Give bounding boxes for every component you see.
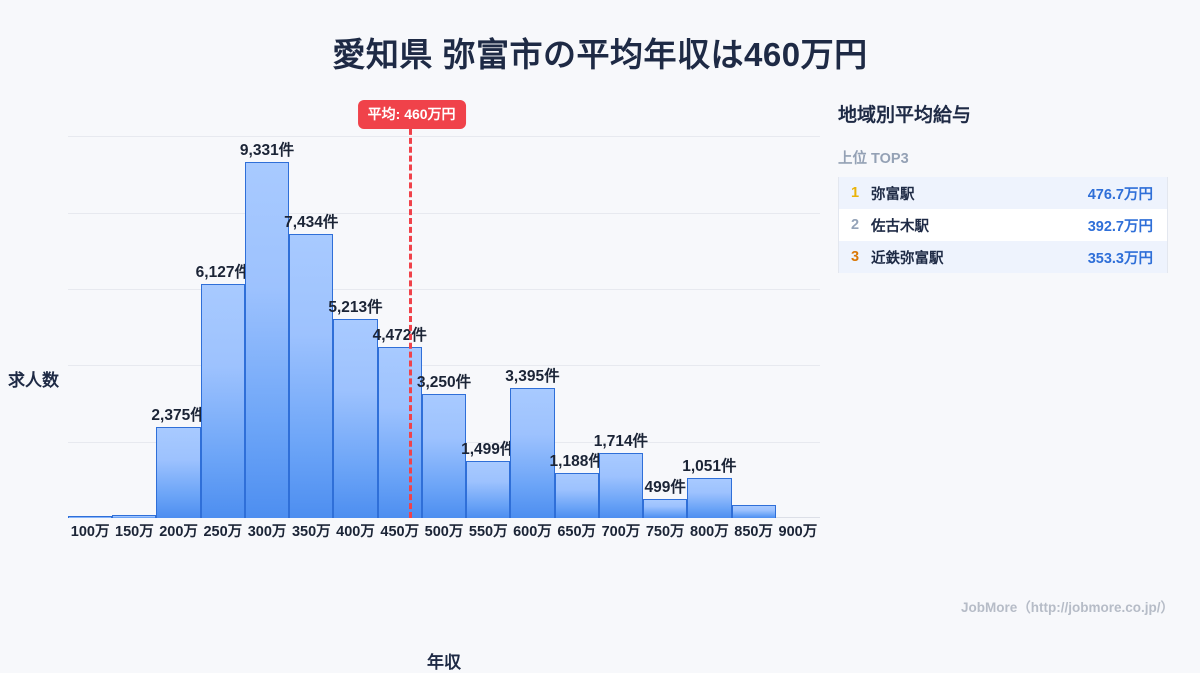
bar-value-label: 3,395件 bbox=[505, 368, 560, 386]
rank-salary-value: 392.7万円 bbox=[1087, 218, 1153, 235]
histogram-bar[interactable]: 1,499件 bbox=[461, 441, 515, 518]
rank-salary-value: 353.3万円 bbox=[1087, 250, 1153, 267]
bar-slot: 1,714件 bbox=[594, 98, 648, 518]
bar-slot: 7,434件 bbox=[284, 98, 338, 518]
region-salary-panel: 地域別平均給与 上位 TOP3 1 弥富駅 476.7万円 2 佐古木駅 392.7万円 3… bbox=[838, 100, 1168, 273]
x-tick-label: 350万 bbox=[291, 524, 331, 540]
bar-value-label: 4,472件 bbox=[372, 327, 427, 345]
x-tick-label: 750万 bbox=[645, 524, 685, 540]
plot-area: 2,375件 6,127件 9,331件 7,434件 5,213件 4,472件 3,25… bbox=[68, 98, 820, 518]
bar-value-label: 1,188件 bbox=[549, 452, 604, 470]
bar-slot: 3,395件 bbox=[505, 98, 560, 518]
bar-value-label: 1,499件 bbox=[461, 440, 516, 458]
ranking-row[interactable]: 2 佐古木駅 392.7万円 bbox=[839, 209, 1167, 241]
bar-value-label: 5,213件 bbox=[328, 298, 383, 316]
x-tick-label: 650万 bbox=[557, 524, 597, 540]
sidebar-subtitle: 上位 TOP3 bbox=[838, 151, 909, 167]
rank-number: 3 bbox=[851, 249, 860, 265]
average-badge: 平均: 460万円 bbox=[357, 100, 466, 129]
bar-slot bbox=[68, 98, 113, 518]
sidebar-title: 地域別平均給与 bbox=[838, 105, 972, 126]
histogram-bar[interactable] bbox=[68, 515, 113, 518]
bar-slot: 4,472件 bbox=[373, 98, 427, 518]
bar-slot: 2,375件 bbox=[151, 98, 206, 518]
x-tick-label: 100万 bbox=[70, 524, 110, 540]
histogram-bar[interactable]: 1,188件 bbox=[550, 453, 604, 518]
x-axis-label: 年収 bbox=[427, 653, 461, 672]
bar-value-label: 2,375件 bbox=[151, 407, 206, 425]
histogram-bar[interactable]: 6,127件 bbox=[196, 264, 250, 518]
histogram-bar[interactable]: 4,472件 bbox=[373, 327, 427, 518]
x-tick-label: 600万 bbox=[513, 524, 552, 540]
x-tick-label: 250万 bbox=[203, 524, 243, 540]
rank-station-name: 佐古木駅 bbox=[871, 218, 929, 235]
bar-series: 2,375件 6,127件 9,331件 7,434件 5,213件 4,472件 3,25… bbox=[68, 98, 820, 518]
histogram-bar[interactable]: 9,331件 bbox=[240, 142, 294, 518]
bar-slot bbox=[776, 98, 820, 518]
rank-number: 2 bbox=[851, 217, 860, 233]
histogram-bar[interactable]: 7,434件 bbox=[284, 214, 338, 518]
bar-value-label: 6,127件 bbox=[195, 264, 250, 282]
gridline bbox=[68, 212, 820, 214]
bar-slot: 1,188件 bbox=[550, 98, 604, 518]
histogram-bar[interactable]: 499件 bbox=[643, 479, 688, 518]
bar-value-label: 9,331件 bbox=[239, 141, 295, 159]
rank-number: 1 bbox=[851, 185, 860, 201]
x-tick-label: 500万 bbox=[424, 524, 464, 540]
bar-value-label: 7,434件 bbox=[284, 214, 339, 232]
bar-slot bbox=[112, 98, 157, 518]
histogram-bar[interactable]: 2,375件 bbox=[151, 407, 206, 518]
y-axis-label: 求人数 bbox=[8, 371, 59, 390]
footer-credit: JobMore（http://jobmore.co.jp/） bbox=[961, 600, 1174, 615]
x-tick-label: 900万 bbox=[778, 524, 818, 540]
rank-station-name: 近鉄弥富駅 bbox=[871, 250, 944, 267]
average-line: 平均: 460万円 bbox=[357, 100, 466, 518]
ranking-table: 1 弥富駅 476.7万円 2 佐古木駅 392.7万円 3 近鉄弥富駅 353.3万円 bbox=[838, 177, 1168, 273]
histogram-bar[interactable] bbox=[731, 505, 776, 518]
infographic-page: 愛知県 弥富市の平均年収は460万円 求人数 2,375件 6,127件 9,331… bbox=[0, 36, 1174, 672]
bar-slot: 1,499件 bbox=[461, 98, 515, 518]
ranking-row[interactable]: 3 近鉄弥富駅 353.3万円 bbox=[839, 241, 1167, 273]
histogram-bar[interactable]: 1,051件 bbox=[682, 458, 737, 518]
page-title: 愛知県 弥富市の平均年収は460万円 bbox=[332, 36, 868, 73]
histogram-bar[interactable]: 1,714件 bbox=[594, 433, 648, 518]
histogram-bar[interactable]: 5,213件 bbox=[328, 299, 383, 518]
bar-slot: 6,127件 bbox=[196, 98, 250, 518]
histogram-chart: 求人数 2,375件 6,127件 9,331件 7,434件 5,213件 4,472件… bbox=[0, 88, 830, 672]
x-tick-label: 400万 bbox=[336, 524, 375, 540]
x-tick-label: 850万 bbox=[734, 524, 773, 540]
histogram-bar[interactable]: 3,250件 bbox=[417, 374, 471, 518]
histogram-bar[interactable]: 3,395件 bbox=[505, 368, 560, 518]
bar-value-label: 499件 bbox=[644, 478, 686, 496]
bar-value-label: 3,250件 bbox=[416, 373, 472, 391]
x-tick-label: 550万 bbox=[468, 524, 508, 540]
bar-slot: 499件 bbox=[643, 98, 688, 518]
x-tick-label: 150万 bbox=[115, 524, 154, 540]
x-tick-label: 300万 bbox=[247, 524, 287, 540]
gridline bbox=[68, 365, 820, 367]
histogram-bar[interactable] bbox=[112, 515, 157, 518]
x-tick-label: 800万 bbox=[690, 524, 729, 540]
bar-slot: 5,213件 bbox=[328, 98, 383, 518]
ranking-row[interactable]: 1 弥富駅 476.7万円 bbox=[839, 177, 1167, 209]
rank-station-name: 弥富駅 bbox=[871, 186, 915, 203]
bar-slot: 1,051件 bbox=[682, 98, 737, 518]
bar-value-label: 1,051件 bbox=[682, 457, 737, 475]
x-tick-label: 450万 bbox=[380, 524, 420, 540]
gridline bbox=[68, 136, 820, 138]
x-tick-label: 700万 bbox=[601, 524, 641, 540]
x-tick-label: 200万 bbox=[159, 524, 198, 540]
x-axis-ticks: 100万 150万 200万 250万 300万 350万 400万 450万 500万 550万… bbox=[68, 520, 820, 541]
bar-slot: 3,250件 bbox=[417, 98, 471, 518]
rank-salary-value: 476.7万円 bbox=[1087, 186, 1153, 203]
bar-slot: 9,331件 bbox=[240, 98, 294, 518]
gridline bbox=[68, 288, 820, 290]
bar-slot bbox=[731, 98, 776, 518]
bar-value-label: 1,714件 bbox=[593, 432, 649, 450]
